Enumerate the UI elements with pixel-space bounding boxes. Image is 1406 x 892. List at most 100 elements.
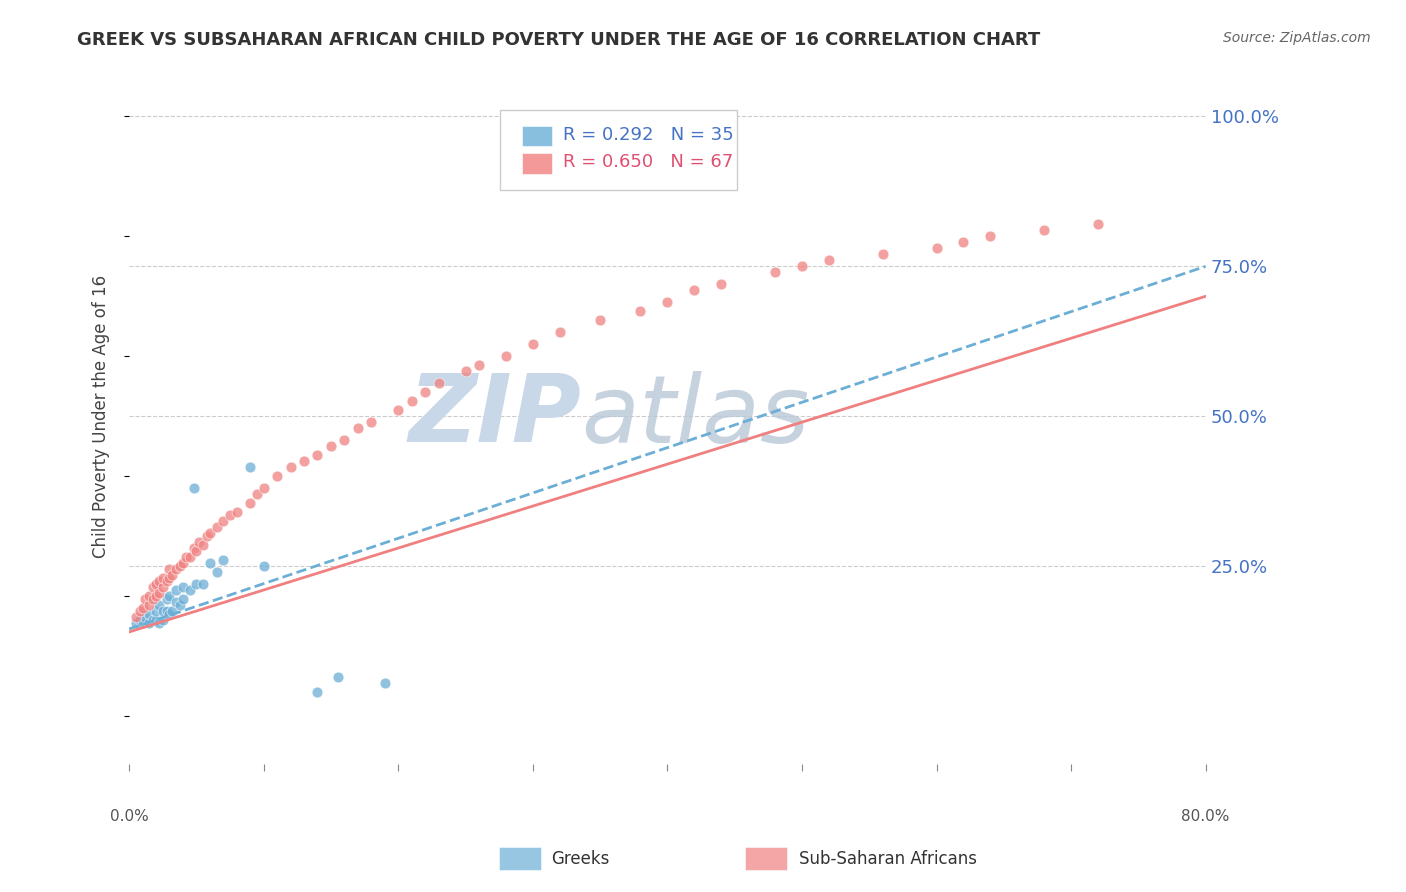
Point (1033, 223, 1056, 237)
Point (186, 577, 208, 591)
Point (710, 277, 733, 292)
Point (165, 595, 187, 609)
Point (239, 460, 262, 475)
Point (253, 559, 276, 574)
Point (159, 562, 181, 576)
Point (172, 580, 194, 594)
Point (156, 604, 179, 618)
Text: atlas: atlas (581, 371, 810, 462)
Point (142, 580, 165, 594)
FancyBboxPatch shape (501, 111, 737, 190)
Point (212, 553, 235, 567)
Point (191, 577, 214, 591)
Point (319, 439, 342, 453)
Point (138, 598, 160, 612)
Point (156, 592, 179, 607)
Text: 0.0%: 0.0% (110, 809, 149, 824)
Point (246, 487, 269, 501)
Point (125, 615, 148, 630)
Point (427, 376, 450, 391)
Point (548, 325, 571, 339)
Text: Sub-Saharan Africans: Sub-Saharan Africans (799, 850, 977, 868)
Point (454, 364, 477, 378)
Point (169, 559, 191, 574)
Point (148, 598, 170, 612)
Point (152, 580, 174, 594)
Point (186, 544, 208, 558)
Point (333, 433, 356, 447)
Point (138, 615, 160, 630)
Point (522, 337, 544, 351)
Point (195, 529, 218, 543)
Point (145, 577, 167, 591)
FancyBboxPatch shape (522, 126, 553, 146)
Point (280, 460, 302, 475)
Point (360, 415, 382, 429)
Point (159, 607, 181, 621)
Point (872, 247, 894, 261)
Point (156, 574, 179, 588)
Point (125, 610, 148, 624)
Point (159, 571, 181, 585)
Point (160, 568, 183, 582)
Point (191, 538, 214, 552)
Point (239, 496, 262, 510)
Point (630, 304, 652, 318)
Point (131, 601, 153, 615)
Point (134, 592, 156, 607)
Point (188, 535, 211, 549)
Point (219, 508, 242, 522)
Point (165, 582, 187, 597)
Point (657, 295, 679, 310)
Y-axis label: Child Poverty Under the Age of 16: Child Poverty Under the Age of 16 (93, 275, 110, 558)
Point (138, 607, 160, 621)
Point (198, 526, 221, 541)
Point (183, 541, 205, 555)
Point (160, 604, 183, 618)
Point (818, 253, 841, 268)
Point (326, 670, 349, 684)
Point (152, 571, 174, 585)
Point (205, 565, 228, 579)
Point (145, 613, 167, 627)
Text: R = 0.292   N = 35: R = 0.292 N = 35 (562, 126, 734, 144)
Point (683, 283, 706, 297)
Point (212, 514, 235, 528)
Text: R = 0.650   N = 67: R = 0.650 N = 67 (562, 153, 733, 171)
Point (142, 613, 165, 627)
Point (790, 260, 813, 274)
Point (152, 604, 174, 618)
Point (159, 589, 181, 603)
Point (292, 454, 315, 468)
Text: ZIP: ZIP (408, 370, 581, 462)
Point (138, 589, 160, 603)
Point (128, 604, 150, 618)
Point (387, 403, 409, 417)
Point (307, 685, 329, 699)
Point (225, 505, 247, 519)
Point (468, 358, 491, 372)
Point (347, 421, 370, 435)
Point (134, 610, 156, 624)
Point (374, 676, 396, 690)
Text: 80.0%: 80.0% (1181, 809, 1230, 824)
Point (179, 549, 201, 564)
Point (145, 604, 167, 618)
Point (172, 556, 194, 570)
Point (128, 613, 150, 627)
Text: GREEK VS SUBSAHARAN AFRICAN CHILD POVERTY UNDER THE AGE OF 16 CORRELATION CHART: GREEK VS SUBSAHARAN AFRICAN CHILD POVERT… (77, 31, 1040, 49)
Point (495, 349, 517, 363)
Point (1087, 218, 1109, 232)
Point (165, 562, 187, 576)
Point (307, 448, 329, 462)
Point (142, 592, 165, 607)
Point (763, 265, 786, 279)
Point (131, 615, 153, 630)
Point (179, 582, 201, 597)
Point (589, 313, 612, 327)
Point (198, 556, 221, 570)
Point (205, 520, 228, 534)
Point (145, 589, 167, 603)
Point (253, 481, 276, 495)
Point (266, 469, 288, 483)
